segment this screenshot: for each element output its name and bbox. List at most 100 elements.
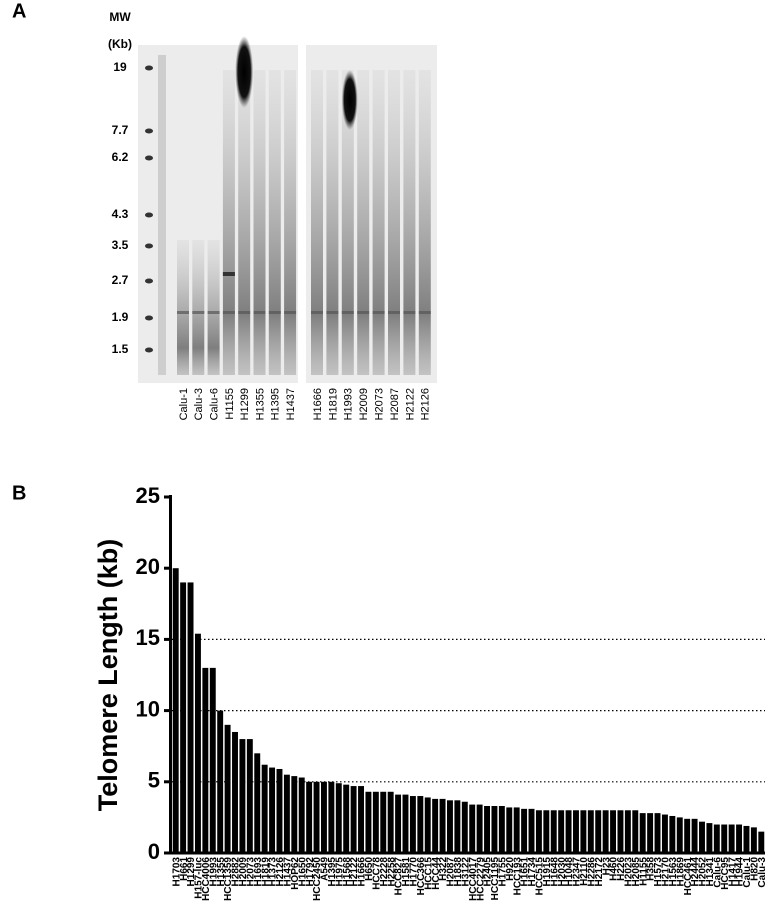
x-tick-label: H1355 [216,857,227,887]
bar [224,724,231,853]
bar [543,810,550,853]
lane-label: Calu-6 [209,388,221,420]
x-tick-label: H2228 [379,857,390,887]
x-tick-label: H1693 [253,857,264,887]
x-tick-label: H1666 [357,857,368,887]
bar [654,813,661,853]
x-tick-label: H650 [364,857,375,881]
bar [669,815,676,853]
bar [306,781,313,853]
bar [187,582,194,853]
lane-band [207,311,220,314]
mw-marker-label: 2.7 [112,273,129,287]
ladder-band [145,278,153,284]
x-tick-label: H1651 [520,857,531,887]
bar [269,767,276,853]
x-tick-label: H2882 [231,857,242,887]
bar [736,824,743,853]
bar [380,791,387,853]
bar [573,810,579,853]
mw-marker-label: 1.5 [112,342,129,356]
x-tick-label: H1838 [453,857,464,887]
bar [432,798,439,853]
x-tick-label: HCC78 [371,857,382,890]
bar [535,810,542,853]
bar [365,791,372,853]
ladder-band [145,315,153,321]
bar [387,791,394,853]
x-tick-label: H1734 [527,857,538,887]
lane-band [268,311,281,314]
x-tick-label: H2030 [557,857,568,887]
bar [209,667,216,853]
lane-smear [192,240,205,375]
bar [358,786,364,853]
bar [476,804,483,853]
y-tick-label: 25 [136,483,160,508]
ladder-lane [158,55,166,375]
lane-smear [403,70,416,375]
bar [706,823,713,853]
gel-lanes [145,36,431,375]
y-tick-label: 15 [136,625,160,650]
lane-band [326,311,339,314]
x-tick-label: Calu-6 [712,857,723,888]
bar [498,806,505,853]
x-tick-label: HCC461 [683,857,694,896]
bar [402,794,409,853]
x-tick-label: HCC15 [423,857,434,890]
x-tick-label: HOP62 [290,857,301,890]
ladder-band [145,347,153,353]
panel-label: A [12,0,26,22]
bar [254,753,261,853]
x-tick-label: H1703 [171,857,182,887]
bar [276,768,283,853]
lane-label: H2009 [358,388,370,420]
x-tick-label: HCC515 [535,857,546,896]
signal-blob [235,36,254,108]
ladder-band [145,155,153,161]
bar [587,810,594,853]
bar [298,777,305,853]
bar [350,786,357,853]
bar [335,783,342,853]
x-tick-label: H1915 [542,857,553,887]
x-tick-label: H460 [609,857,620,881]
x-tick-label: HCC193 [512,857,523,896]
bar [409,796,416,853]
lane-band [341,311,354,314]
x-tick-label: H1373 [268,857,279,887]
x-tick-label: H2009 [238,857,249,887]
x-tick-label: H1155 [638,857,649,886]
x-tick-label: HCC1359 [223,857,234,901]
x-tick-label: H2347 [572,857,583,887]
lane-label: H2087 [389,388,401,420]
x-tick-label: H1573 [653,857,664,887]
x-tick-label: H2085 [631,857,642,887]
bar [239,739,246,853]
lane-smear [357,70,370,375]
x-tick-label: H2170 [661,857,672,887]
bar [676,817,683,853]
bar [202,667,209,853]
mw-marker-label: 4.3 [112,207,129,221]
bar [728,824,735,853]
mw-unit: (Kb) [108,37,132,51]
y-tick-label: 5 [148,768,160,793]
x-tick-label: H2172 [594,857,605,887]
bar [454,800,461,853]
bar [610,810,617,853]
lane-label: Calu-1 [178,388,190,420]
x-tick-label: H1563 [668,857,679,887]
x-tick-label: H2110 [579,857,590,886]
x-tick-label: HCC95 [720,857,731,890]
x-tick-label: H1437 [283,857,294,887]
lane-label: H1155 [224,388,236,420]
mw-marker-label: 19 [113,60,127,74]
lane-label: H2126 [420,388,432,420]
x-tick-label: H2087 [446,857,457,887]
x-tick-label: A549 [320,857,331,881]
x-tick-label: H2052 [698,857,709,887]
signal-blob [341,70,358,130]
bar [320,781,327,853]
